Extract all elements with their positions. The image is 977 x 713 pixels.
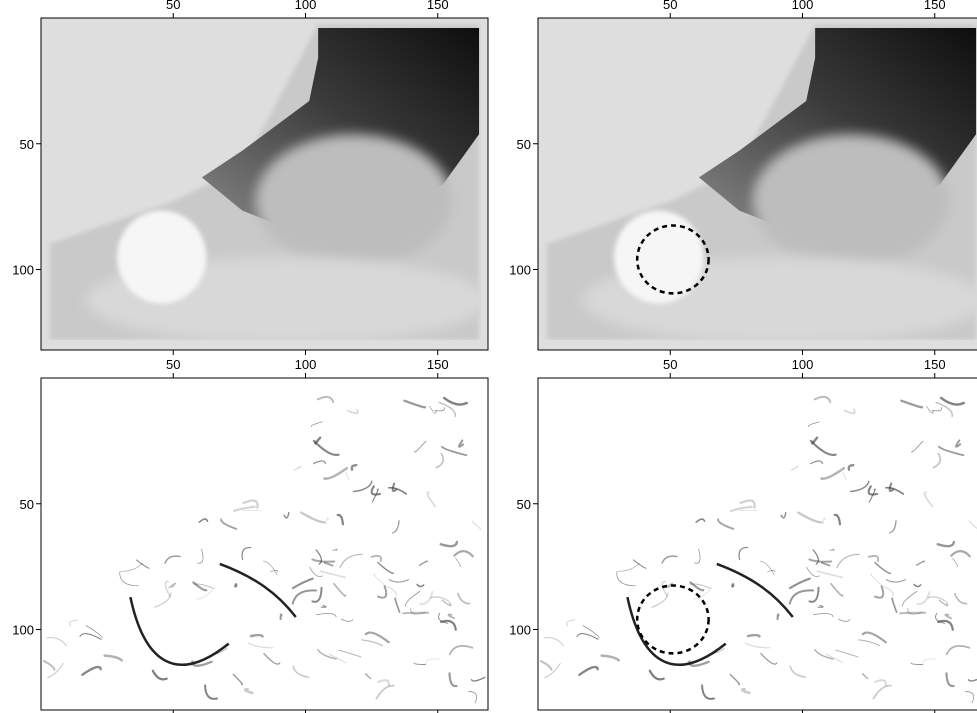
front: [778, 614, 779, 619]
x-tick-label: 100: [792, 357, 814, 372]
x-tick-label: 100: [792, 0, 814, 12]
x-tick-label: 100: [295, 0, 317, 12]
y-tick-label: 50: [20, 497, 34, 512]
image: [41, 378, 488, 710]
panel: 50 100 150 50 100: [509, 0, 977, 355]
background: [41, 378, 488, 710]
image: [41, 18, 488, 350]
x-tick-label: 150: [924, 0, 946, 12]
x-tick-label: 150: [924, 357, 946, 372]
no-data-edge: [41, 340, 488, 350]
image: [538, 378, 977, 710]
page: 5010015050100501001505010050100150501005…: [0, 0, 977, 713]
front: [281, 614, 282, 619]
y-tick-label: 50: [517, 497, 531, 512]
y-tick-label: 100: [509, 263, 531, 278]
image: [538, 18, 977, 350]
front: [235, 584, 236, 586]
front: [251, 635, 262, 636]
front: [732, 584, 733, 586]
warm-cloud: [256, 134, 453, 267]
y-tick-label: 50: [517, 137, 531, 152]
y-tick-label: 100: [12, 263, 34, 278]
x-tick-label: 150: [427, 357, 449, 372]
no-data-edge: [481, 18, 488, 350]
x-tick-label: 50: [663, 357, 677, 372]
x-tick-label: 50: [166, 357, 180, 372]
x-tick-label: 50: [663, 0, 677, 12]
eddy: [117, 211, 206, 304]
warm-cloud: [753, 134, 950, 267]
y-tick-label: 50: [20, 137, 34, 152]
front: [403, 613, 428, 614]
panel: 50 100 150 50 100: [12, 0, 488, 355]
no-data-edge: [538, 340, 977, 350]
background: [538, 378, 977, 710]
panel: 50 100 150 50 100: [12, 357, 488, 713]
x-tick-label: 150: [427, 0, 449, 12]
x-tick-label: 100: [295, 357, 317, 372]
figure: 5010015050100501001505010050100150501005…: [0, 0, 977, 713]
x-tick-label: 50: [166, 0, 180, 12]
y-tick-label: 100: [12, 623, 34, 638]
panel: 50 100 150 50 100: [509, 357, 977, 713]
front: [748, 635, 759, 636]
front: [900, 613, 925, 614]
y-tick-label: 100: [509, 623, 531, 638]
